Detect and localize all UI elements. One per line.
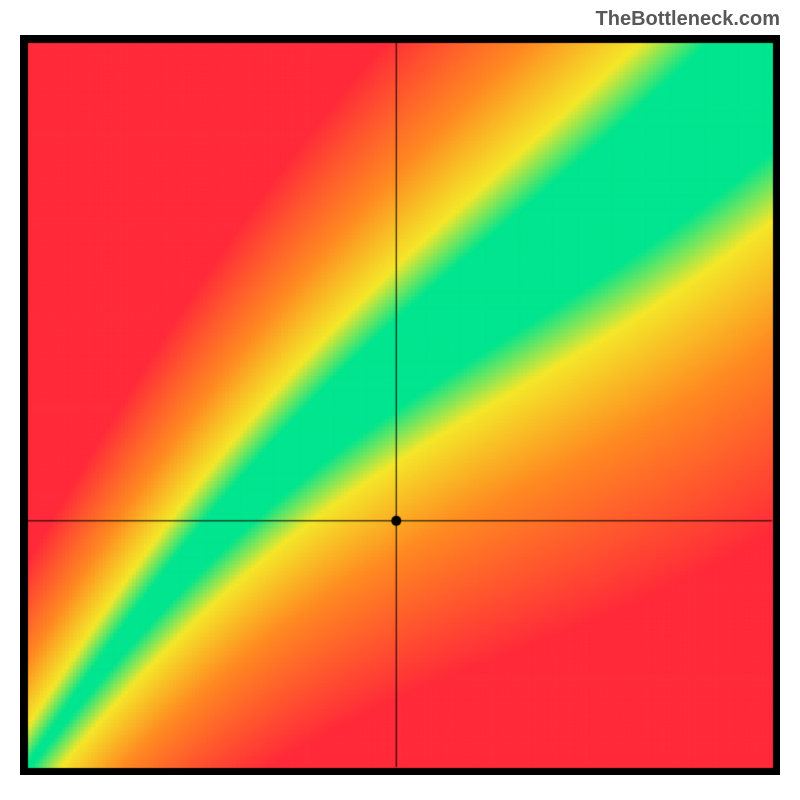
bottleneck-chart — [20, 35, 780, 775]
watermark-text: TheBottleneck.com — [596, 8, 780, 31]
heatmap-canvas — [20, 35, 780, 775]
